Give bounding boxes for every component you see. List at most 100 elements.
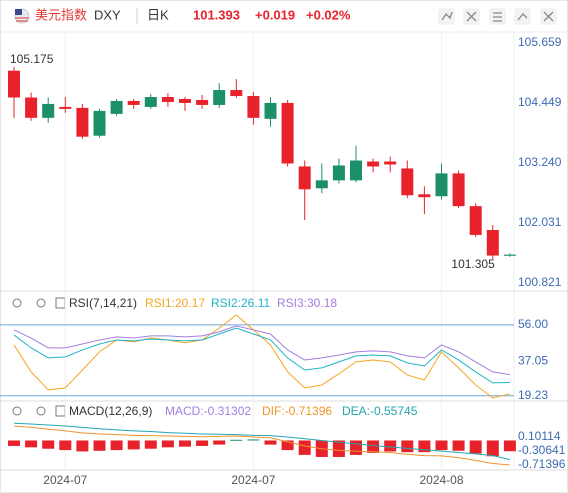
macd-bar bbox=[110, 440, 123, 451]
icon bbox=[543, 11, 554, 22]
x-tick-label: 2024-07 bbox=[43, 473, 87, 487]
indicator-title: MACD(12,26,9) bbox=[69, 404, 152, 418]
macd-bar bbox=[25, 440, 38, 448]
last-price: 101.393 bbox=[193, 7, 240, 22]
gear-icon[interactable] bbox=[36, 406, 46, 416]
candle-body bbox=[196, 99, 209, 105]
macd-bar bbox=[264, 440, 277, 445]
candle-body bbox=[332, 165, 345, 181]
candle-body bbox=[469, 206, 482, 235]
macd-bar bbox=[367, 440, 380, 453]
candle-body bbox=[367, 161, 380, 167]
candle-body bbox=[179, 98, 191, 103]
macd-bar bbox=[350, 440, 362, 455]
candle-body bbox=[418, 194, 431, 198]
candle-body bbox=[435, 173, 448, 197]
legend-entry: DIF:-0.71396 bbox=[262, 404, 332, 418]
candle-body bbox=[42, 103, 55, 118]
candle-body bbox=[76, 107, 89, 137]
y-tick-label: 105.659 bbox=[518, 35, 562, 49]
candle-body bbox=[110, 100, 123, 114]
eye-icon[interactable] bbox=[12, 298, 22, 308]
symbol: DXY bbox=[94, 7, 121, 22]
y-tick-label: 104.449 bbox=[518, 95, 562, 109]
candle-body bbox=[264, 102, 277, 119]
macd-bar bbox=[384, 440, 397, 452]
macd-line bbox=[13, 422, 511, 461]
draw-tool-button[interactable] bbox=[438, 8, 455, 25]
macd-bar bbox=[332, 440, 345, 457]
macd-bar bbox=[8, 440, 20, 446]
rsi-line bbox=[13, 327, 510, 384]
change: +0.019 bbox=[255, 7, 295, 22]
candle-body bbox=[452, 173, 465, 207]
candle-body bbox=[350, 160, 362, 181]
macd-bar bbox=[179, 440, 191, 447]
period[interactable]: 日K bbox=[147, 7, 169, 22]
rsi-line bbox=[13, 325, 510, 376]
y-tick-label: 100.821 bbox=[518, 275, 562, 289]
eye-icon[interactable] bbox=[12, 406, 22, 416]
candle-body bbox=[401, 168, 414, 196]
candle-body bbox=[213, 90, 226, 105]
icon bbox=[517, 13, 528, 21]
candle-body bbox=[25, 97, 38, 118]
compare-button[interactable] bbox=[514, 8, 531, 25]
macd-bar bbox=[452, 440, 465, 451]
y-tick-label: 0.10114 bbox=[518, 429, 561, 443]
candle-body bbox=[315, 180, 328, 189]
macd-bar bbox=[469, 440, 482, 454]
candle-body bbox=[486, 229, 499, 256]
macd-bar bbox=[247, 439, 260, 441]
macd-bar bbox=[298, 440, 311, 455]
y-tick-label: -0.71396 bbox=[518, 457, 566, 471]
candle-body bbox=[59, 106, 72, 109]
macd-bar bbox=[76, 440, 89, 452]
candle-body bbox=[281, 102, 294, 164]
candle-body bbox=[93, 110, 106, 136]
macd-bar bbox=[161, 440, 174, 448]
legend-entry: RSI1:20.17 bbox=[145, 296, 205, 310]
macd-bar bbox=[503, 440, 516, 452]
candle-body bbox=[384, 161, 397, 165]
macd-bar bbox=[59, 440, 72, 451]
candle-body bbox=[247, 96, 260, 118]
y-tick-label: -0.30641 bbox=[518, 443, 566, 457]
icon bbox=[441, 11, 453, 21]
y-tick-label: 102.031 bbox=[518, 215, 562, 229]
flag-icon bbox=[14, 8, 30, 24]
candle-body bbox=[144, 97, 157, 107]
low-annotation: 101.305 bbox=[451, 257, 495, 271]
macd-bar bbox=[144, 440, 157, 449]
candle-body bbox=[298, 166, 311, 190]
y-tick-label: 56.00 bbox=[518, 317, 548, 331]
candle-body bbox=[503, 254, 516, 256]
macd-bar bbox=[196, 440, 209, 446]
x-tick-label: 2024-08 bbox=[419, 473, 463, 487]
macd-bar bbox=[213, 440, 226, 445]
candle-body bbox=[230, 90, 243, 97]
candle-body bbox=[8, 70, 20, 98]
macd-bar bbox=[435, 440, 448, 451]
macd-bar bbox=[418, 440, 431, 453]
macd-bar bbox=[401, 440, 414, 453]
macd-bar bbox=[230, 439, 243, 441]
change-pct: +0.02% bbox=[306, 7, 351, 22]
legend-entry: RSI3:30.18 bbox=[277, 296, 337, 310]
x-tick-label: 2024-07 bbox=[231, 473, 275, 487]
y-tick-label: 19.23 bbox=[518, 388, 548, 402]
macd-bar bbox=[42, 440, 55, 449]
macd-bar bbox=[486, 440, 499, 457]
legend-entry: DEA:-0.55745 bbox=[342, 404, 418, 418]
macd-bar bbox=[281, 440, 294, 451]
y-tick-label: 37.05 bbox=[518, 354, 548, 368]
icon bbox=[493, 12, 502, 22]
legend-entry: RSI2:26.11 bbox=[211, 296, 270, 310]
gear-icon[interactable] bbox=[36, 298, 46, 308]
high-annotation: 105.175 bbox=[10, 52, 54, 66]
indicator-title: RSI(7,14,21) bbox=[69, 296, 137, 310]
candle-body bbox=[161, 97, 174, 102]
